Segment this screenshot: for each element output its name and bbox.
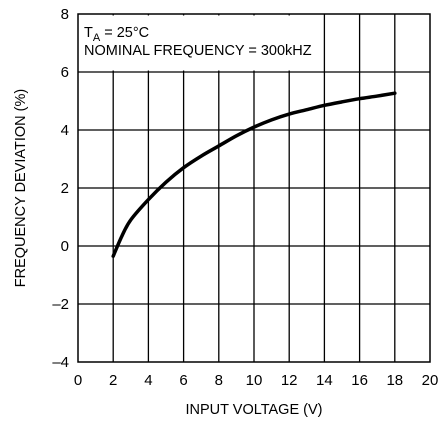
x-tick-label: 8 [215, 372, 223, 389]
series-line [111, 91, 397, 258]
grid [78, 14, 430, 362]
annotation-temperature-value: = 25°C [100, 25, 149, 41]
annotation-nominal-frequency: NOMINAL FREQUENCY = 300kHZ [84, 43, 312, 59]
annotation-background [79, 15, 323, 71]
y-tick-label: –4 [52, 354, 69, 371]
x-tick-label: 12 [281, 372, 298, 389]
x-tick-label: 0 [74, 372, 82, 389]
x-tick-label: 6 [179, 372, 187, 389]
y-tick-label: 6 [61, 64, 69, 81]
x-tick-label: 14 [316, 372, 333, 389]
y-tick-label: –2 [52, 296, 69, 313]
x-tick-label: 16 [351, 372, 368, 389]
x-tick-label: 20 [422, 372, 439, 389]
annotation-temperature-subscript: A [93, 32, 101, 44]
annotation-temperature-prefix: T [84, 25, 93, 41]
y-tick-label: 2 [61, 180, 69, 197]
y-tick-label: 4 [61, 122, 69, 139]
x-tick-label: 18 [386, 372, 403, 389]
x-tick-label: 10 [246, 372, 263, 389]
x-tick-label: 2 [109, 372, 117, 389]
y-axis-title: FREQUENCY DEVIATION (%) [13, 89, 29, 287]
y-tick-label: 8 [61, 6, 69, 23]
annotations: TA = 25°C NOMINAL FREQUENCY = 300kHZ [79, 15, 323, 71]
y-tick-label: 0 [61, 238, 69, 255]
plot-frame [77, 13, 431, 363]
series-layer [111, 91, 397, 258]
x-tick-label: 4 [144, 372, 152, 389]
annotation-temperature: TA = 25°C [84, 25, 149, 44]
y-tick-labels: –4 –2 0 2 4 6 8 [52, 6, 69, 371]
x-axis-title: INPUT VOLTAGE (V) [186, 402, 323, 418]
x-tick-labels: 0 2 4 6 8 10 12 14 16 18 20 [74, 372, 439, 389]
